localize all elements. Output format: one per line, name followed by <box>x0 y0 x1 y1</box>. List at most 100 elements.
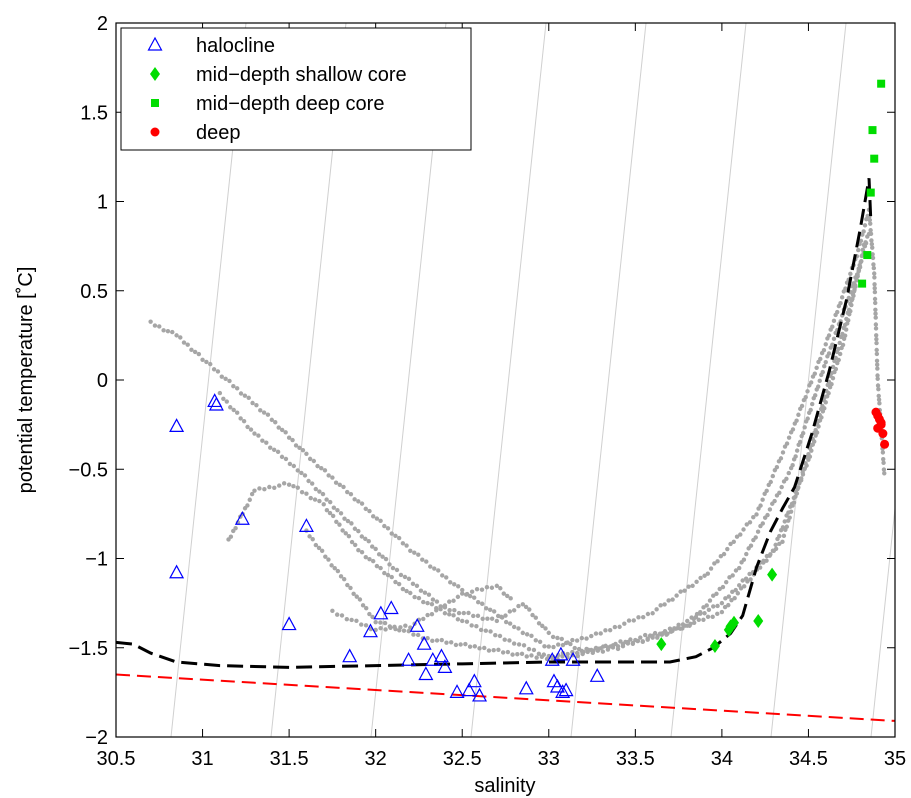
background-dot <box>475 613 481 619</box>
background-dot <box>856 266 861 271</box>
background-dot <box>770 548 776 553</box>
background-dot <box>740 578 745 583</box>
background-dot <box>696 617 702 622</box>
y-tick-label: −2 <box>85 727 108 749</box>
background-dot <box>238 391 244 396</box>
background-dot <box>723 596 728 601</box>
background-dot <box>479 601 485 606</box>
background-dot <box>813 393 818 398</box>
background-dot <box>345 489 350 495</box>
background-dot <box>732 596 737 601</box>
background-dot <box>385 526 391 531</box>
background-dot <box>313 542 319 548</box>
background-dot <box>264 440 269 445</box>
background-dot <box>456 584 461 589</box>
background-dot <box>349 539 355 545</box>
isopycnal-line <box>670 23 747 737</box>
background-dot <box>328 499 333 505</box>
background-dot <box>871 265 877 271</box>
point-square <box>863 251 872 260</box>
background-dot <box>483 606 489 611</box>
background-dot <box>272 485 277 490</box>
background-dot <box>593 631 599 636</box>
background-dot <box>742 584 747 589</box>
background-dot <box>846 307 852 313</box>
background-dot <box>227 378 232 384</box>
background-dot <box>760 521 766 526</box>
point-triangle <box>466 673 482 688</box>
background-dot <box>268 445 273 450</box>
background-dot <box>808 407 813 413</box>
background-dot <box>755 529 761 534</box>
background-dot <box>874 362 880 367</box>
background-dot <box>542 644 547 649</box>
background-dot <box>402 574 408 580</box>
background-dot <box>291 484 296 489</box>
background-dot <box>416 552 421 557</box>
background-dot <box>221 396 226 402</box>
background-dot <box>676 622 681 628</box>
background-dot <box>799 476 804 481</box>
background-dot <box>477 646 482 651</box>
point-square <box>866 188 875 197</box>
point-diamond <box>656 637 667 652</box>
background-dot <box>790 462 795 468</box>
background-dot <box>406 628 411 634</box>
point-triangle <box>362 623 378 638</box>
background-dot <box>474 586 480 592</box>
background-dot <box>316 545 322 551</box>
background-dot <box>374 563 380 569</box>
isopycnal-line <box>870 503 895 737</box>
background-dot <box>174 333 179 338</box>
x-tick-label: 34.5 <box>789 748 828 770</box>
background-dot <box>726 602 731 608</box>
background-dot <box>839 295 845 300</box>
background-dot <box>714 591 719 596</box>
background-dot <box>641 614 646 620</box>
background-dot <box>300 448 306 453</box>
background-dot <box>747 571 752 577</box>
background-dot <box>247 497 252 502</box>
background-dot <box>808 380 814 385</box>
background-dot <box>622 621 627 626</box>
background-dot <box>242 393 248 398</box>
background-dot <box>378 620 383 625</box>
background-dot <box>313 486 318 492</box>
background-dot <box>327 510 333 516</box>
background-dot <box>805 389 810 394</box>
background-dot <box>733 568 739 573</box>
background-dot <box>753 535 758 540</box>
background-dot <box>400 586 406 592</box>
background-dot <box>662 602 667 607</box>
background-dot <box>715 603 720 609</box>
point-triangle <box>416 635 432 650</box>
background-dot <box>529 633 534 639</box>
background-dot <box>507 609 513 614</box>
background-dot <box>434 608 439 613</box>
background-dot <box>265 412 271 417</box>
background-dot <box>595 648 601 653</box>
background-dot <box>731 539 736 545</box>
background-dot <box>725 546 730 552</box>
background-dot <box>451 613 456 618</box>
background-dot <box>565 651 570 657</box>
background-dot <box>790 427 796 432</box>
background-dot <box>600 649 606 654</box>
background-dot <box>248 427 254 432</box>
background-dot <box>680 626 685 631</box>
background-dot <box>777 490 782 495</box>
background-dot <box>615 646 621 652</box>
background-dot <box>382 620 388 626</box>
background-dot <box>822 394 828 400</box>
background-dot <box>447 612 452 617</box>
background-dot <box>363 536 368 542</box>
background-dot <box>370 614 375 620</box>
background-dot <box>290 437 295 443</box>
background-dot <box>410 581 416 587</box>
background-dot <box>787 515 792 520</box>
background-dot <box>376 552 382 557</box>
background-dot <box>869 241 875 247</box>
background-dot <box>702 611 707 616</box>
background-dot <box>730 573 735 578</box>
y-tick-label: −1.5 <box>69 638 108 660</box>
